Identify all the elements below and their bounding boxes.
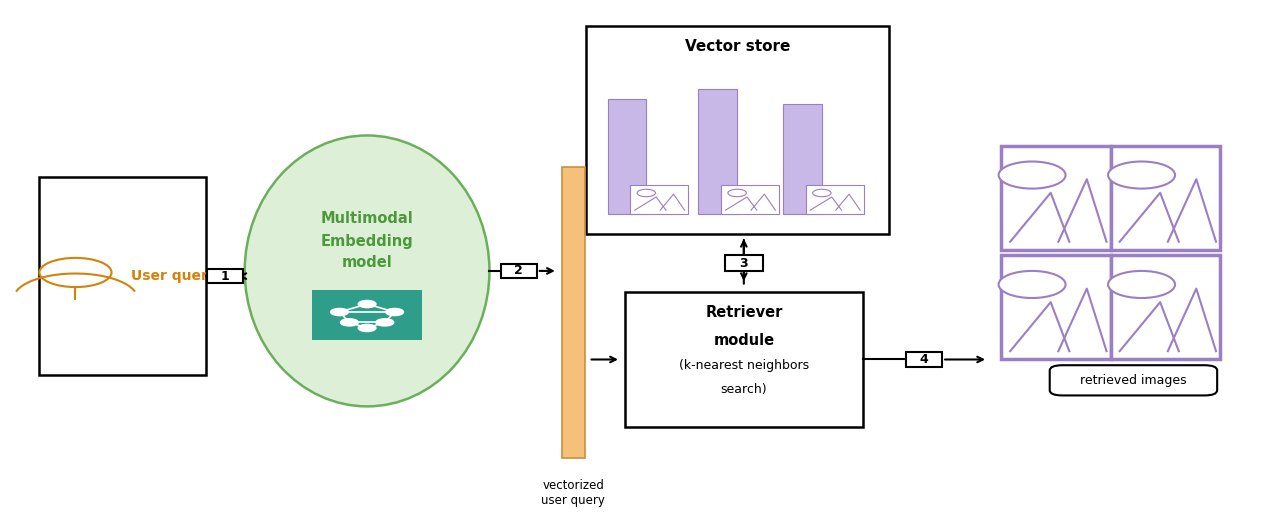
Bar <box>1002 146 1110 250</box>
Bar <box>724 255 762 271</box>
Circle shape <box>638 189 656 197</box>
Bar <box>1002 255 1110 359</box>
Circle shape <box>998 162 1065 189</box>
Bar <box>630 185 688 214</box>
Bar <box>501 264 537 278</box>
Text: retrieved images: retrieved images <box>1081 374 1186 387</box>
Circle shape <box>998 271 1065 298</box>
Text: module: module <box>714 333 774 349</box>
Circle shape <box>40 258 112 287</box>
Bar <box>312 291 421 340</box>
Text: User query: User query <box>131 269 216 283</box>
Bar <box>625 292 863 427</box>
Text: Embedding: Embedding <box>321 234 413 249</box>
Text: Vector store: Vector store <box>685 39 790 54</box>
Circle shape <box>358 301 376 307</box>
Text: (k-nearest neighbors: (k-nearest neighbors <box>679 359 809 373</box>
Text: 1: 1 <box>222 270 229 282</box>
Bar <box>39 177 206 375</box>
Bar <box>783 104 822 214</box>
Circle shape <box>1108 271 1175 298</box>
Circle shape <box>1108 162 1175 189</box>
Bar <box>698 89 737 214</box>
Bar <box>608 99 647 214</box>
Bar <box>562 167 585 458</box>
Text: 2: 2 <box>514 265 523 277</box>
Ellipse shape <box>245 135 489 406</box>
Circle shape <box>813 189 831 197</box>
Text: Retriever: Retriever <box>705 305 783 320</box>
Bar <box>1110 255 1221 359</box>
Bar <box>1110 146 1221 250</box>
Bar <box>721 185 779 214</box>
Bar <box>905 352 942 367</box>
Text: 4: 4 <box>920 353 929 366</box>
Text: Multimodal: Multimodal <box>321 212 413 226</box>
Circle shape <box>376 319 394 326</box>
Bar <box>586 26 889 234</box>
Text: vectorized
user query: vectorized user query <box>541 479 605 507</box>
Bar <box>806 185 864 214</box>
Text: 3: 3 <box>739 257 748 269</box>
Circle shape <box>728 189 746 197</box>
Text: model: model <box>341 255 393 269</box>
FancyBboxPatch shape <box>1050 365 1217 395</box>
Text: search): search) <box>720 383 768 396</box>
Circle shape <box>386 308 403 316</box>
Circle shape <box>331 308 348 316</box>
Bar <box>207 269 243 283</box>
Circle shape <box>340 319 358 326</box>
Circle shape <box>358 325 376 331</box>
